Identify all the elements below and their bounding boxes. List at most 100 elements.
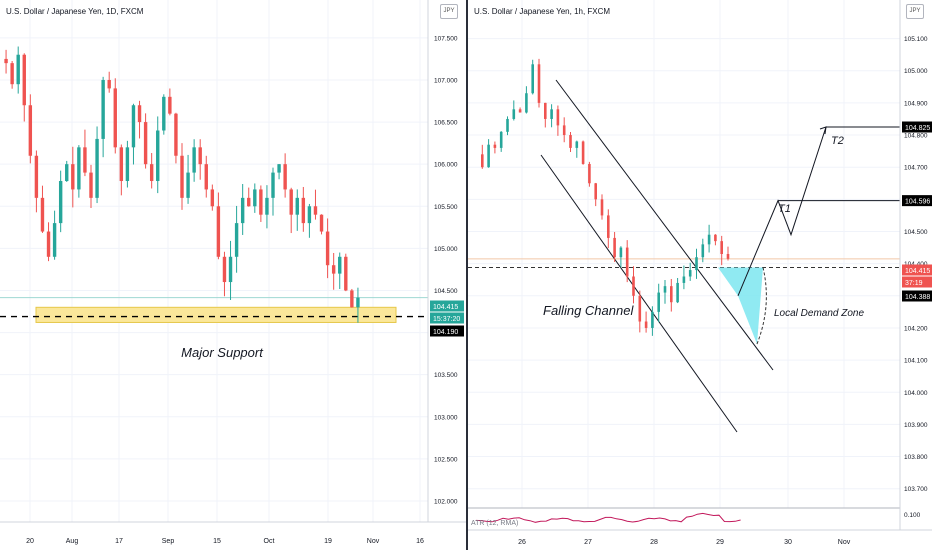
candle: [594, 182, 597, 207]
candle-body: [131, 105, 136, 148]
price-label: 15:37:20: [430, 312, 464, 324]
candle: [613, 231, 616, 262]
candle: [331, 252, 336, 290]
candle: [52, 210, 57, 260]
candle-body: [625, 247, 629, 277]
channel-lower-line[interactable]: [540, 154, 738, 433]
t2-annotation[interactable]: T2: [831, 135, 844, 147]
candle-body: [28, 105, 33, 156]
candle-body: [657, 292, 660, 312]
candle-body: [562, 125, 566, 136]
currency-button[interactable]: JPY: [440, 4, 458, 19]
candle: [247, 187, 251, 207]
candle-body: [149, 164, 154, 182]
candle-body: [71, 164, 75, 190]
candle-body: [325, 231, 330, 266]
candles: [481, 58, 730, 336]
price-tick: 105.000: [904, 68, 928, 75]
candle: [295, 189, 299, 231]
candle-body: [499, 131, 503, 148]
daily-chart-canvas[interactable]: 107.500 107.000 106.500 106.000 105.500 105.0…: [0, 0, 466, 550]
atr-line: [475, 512, 741, 523]
candle: [119, 144, 124, 196]
candle-body: [619, 247, 623, 258]
price-label: 37:19: [902, 276, 932, 288]
local-demand-zone-annotation[interactable]: Local Demand Zone: [774, 308, 864, 319]
price-tick: 103.800: [904, 454, 928, 461]
candle: [518, 107, 522, 113]
candle: [40, 185, 45, 233]
candle: [77, 145, 81, 198]
price-tick: 103.900: [904, 422, 928, 429]
candle-body: [594, 183, 597, 200]
candle-body: [331, 265, 336, 274]
candle-body: [210, 189, 215, 207]
candle-body: [40, 197, 45, 232]
candle: [277, 164, 281, 180]
price-label: 104.388: [902, 290, 932, 302]
price-label-bg: [902, 276, 932, 288]
price-tick: 104.200: [904, 325, 928, 332]
price-label: 104.415: [430, 300, 464, 312]
candle-body: [512, 109, 516, 119]
price-tick: 107.000: [434, 77, 458, 84]
price-tick: 106.500: [434, 120, 458, 127]
currency-button[interactable]: JPY: [906, 4, 924, 19]
candle-body: [481, 154, 484, 168]
candle: [28, 94, 33, 164]
price-label-bg: [902, 195, 932, 207]
candle-body: [143, 122, 148, 165]
candle: [607, 209, 610, 249]
candle: [638, 290, 642, 333]
candle: [569, 132, 572, 152]
candle: [707, 224, 711, 253]
time-tick: 20: [26, 538, 34, 545]
demand-zone-shape[interactable]: [718, 267, 763, 345]
candle-body: [313, 206, 318, 215]
candle: [71, 146, 75, 208]
candle: [307, 203, 312, 238]
candle-body: [575, 141, 579, 148]
price-label: 104.415: [902, 264, 932, 276]
candle-body: [301, 197, 306, 224]
time-tick: Aug: [66, 538, 79, 545]
major-support-annotation[interactable]: Major Support: [181, 345, 264, 360]
price-labels: 104.825 104.596 104.415 37:19 104.388: [902, 121, 932, 302]
price-tick: 106.000: [434, 162, 458, 169]
candle-body: [101, 79, 105, 139]
candle-body: [319, 214, 324, 232]
candle-body: [544, 102, 547, 119]
candle: [550, 104, 553, 128]
candle-body: [168, 96, 172, 114]
daily-chart-title: U.S. Dollar / Japanese Yen, 1D, FXCM: [6, 7, 144, 16]
projection-path[interactable]: [737, 126, 827, 296]
hourly-chart-canvas[interactable]: Falling Channel Local Demand Zone T1 T2 …: [468, 0, 932, 550]
falling-channel-annotation[interactable]: Falling Channel: [543, 303, 634, 318]
price-label-text: 104.825: [905, 125, 930, 132]
candle: [676, 277, 679, 304]
support-zone[interactable]: [35, 306, 397, 323]
candle-body: [588, 163, 591, 184]
price-label-bg: [902, 264, 932, 276]
candle-body: [46, 231, 51, 257]
daily-chart-panel[interactable]: 107.500 107.000 106.500 106.000 105.500 105.0…: [0, 0, 466, 550]
candle-body: [228, 256, 233, 283]
hourly-chart-panel[interactable]: Falling Channel Local Demand Zone T1 T2 …: [468, 0, 932, 550]
price-tick: 102.000: [434, 498, 458, 505]
t1-annotation[interactable]: T1: [778, 203, 791, 215]
channel-upper-line[interactable]: [555, 79, 774, 371]
candle: [512, 100, 516, 121]
candle-body: [89, 172, 93, 198]
candle: [682, 265, 686, 290]
price-tick: 104.500: [904, 229, 928, 236]
candle-body: [356, 297, 360, 308]
candle-body: [695, 257, 698, 271]
candle-body: [277, 164, 281, 173]
panel-divider[interactable]: [466, 0, 468, 550]
candle-body: [198, 147, 202, 165]
candle-body: [676, 282, 679, 303]
candle: [663, 280, 667, 304]
candles: [4, 46, 360, 323]
candle-body: [537, 64, 541, 103]
candle-body: [525, 93, 528, 113]
